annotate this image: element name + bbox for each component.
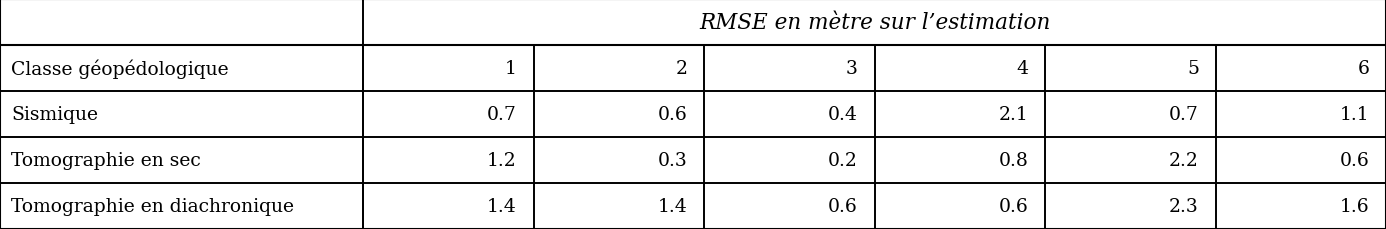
Bar bbox=[363, 137, 534, 183]
Bar bbox=[534, 137, 704, 183]
Text: 6: 6 bbox=[1357, 60, 1369, 78]
Text: 0.7: 0.7 bbox=[1168, 106, 1199, 123]
Text: 0.7: 0.7 bbox=[486, 106, 517, 123]
Bar bbox=[534, 92, 704, 137]
Bar bbox=[534, 183, 704, 229]
Bar bbox=[534, 46, 704, 92]
Text: 0.3: 0.3 bbox=[658, 151, 687, 169]
Text: Classe géopédologique: Classe géopédologique bbox=[11, 59, 229, 78]
Text: Sismique: Sismique bbox=[11, 106, 98, 123]
Text: 1.6: 1.6 bbox=[1340, 197, 1369, 215]
Text: 0.4: 0.4 bbox=[827, 106, 858, 123]
Bar bbox=[363, 46, 534, 92]
Bar bbox=[0, 92, 363, 137]
Bar bbox=[1045, 137, 1216, 183]
Bar bbox=[704, 183, 875, 229]
Text: 1.1: 1.1 bbox=[1340, 106, 1369, 123]
Text: 1.2: 1.2 bbox=[488, 151, 517, 169]
Text: 2.3: 2.3 bbox=[1170, 197, 1199, 215]
Bar bbox=[875, 183, 1045, 229]
Text: 1: 1 bbox=[505, 60, 517, 78]
Bar bbox=[1045, 46, 1216, 92]
Text: 1.4: 1.4 bbox=[488, 197, 517, 215]
Bar bbox=[1216, 92, 1386, 137]
Text: 0.8: 0.8 bbox=[998, 151, 1028, 169]
Bar bbox=[704, 92, 875, 137]
Bar bbox=[0, 46, 363, 92]
Bar bbox=[363, 92, 534, 137]
Text: 0.2: 0.2 bbox=[827, 151, 858, 169]
Text: Tomographie en diachronique: Tomographie en diachronique bbox=[11, 197, 294, 215]
Bar bbox=[1216, 183, 1386, 229]
Text: RMSE en mètre sur l’estimation: RMSE en mètre sur l’estimation bbox=[699, 12, 1051, 34]
Bar bbox=[704, 137, 875, 183]
Bar bbox=[704, 46, 875, 92]
Text: 2.1: 2.1 bbox=[999, 106, 1028, 123]
Text: 1.4: 1.4 bbox=[658, 197, 687, 215]
Bar bbox=[875, 137, 1045, 183]
Text: 4: 4 bbox=[1016, 60, 1028, 78]
Bar bbox=[1216, 46, 1386, 92]
Bar bbox=[0, 183, 363, 229]
Bar bbox=[1045, 183, 1216, 229]
Bar bbox=[1045, 92, 1216, 137]
Bar bbox=[1216, 137, 1386, 183]
Bar bbox=[363, 0, 1386, 46]
Bar bbox=[875, 92, 1045, 137]
Bar bbox=[0, 137, 363, 183]
Text: 3: 3 bbox=[845, 60, 858, 78]
Text: 2: 2 bbox=[675, 60, 687, 78]
Text: 0.6: 0.6 bbox=[1340, 151, 1369, 169]
Text: 5: 5 bbox=[1186, 60, 1199, 78]
Bar bbox=[875, 46, 1045, 92]
Text: 0.6: 0.6 bbox=[999, 197, 1028, 215]
Bar bbox=[363, 183, 534, 229]
Text: 0.6: 0.6 bbox=[829, 197, 858, 215]
Text: 2.2: 2.2 bbox=[1168, 151, 1199, 169]
Text: 0.6: 0.6 bbox=[658, 106, 687, 123]
Text: Tomographie en sec: Tomographie en sec bbox=[11, 151, 201, 169]
